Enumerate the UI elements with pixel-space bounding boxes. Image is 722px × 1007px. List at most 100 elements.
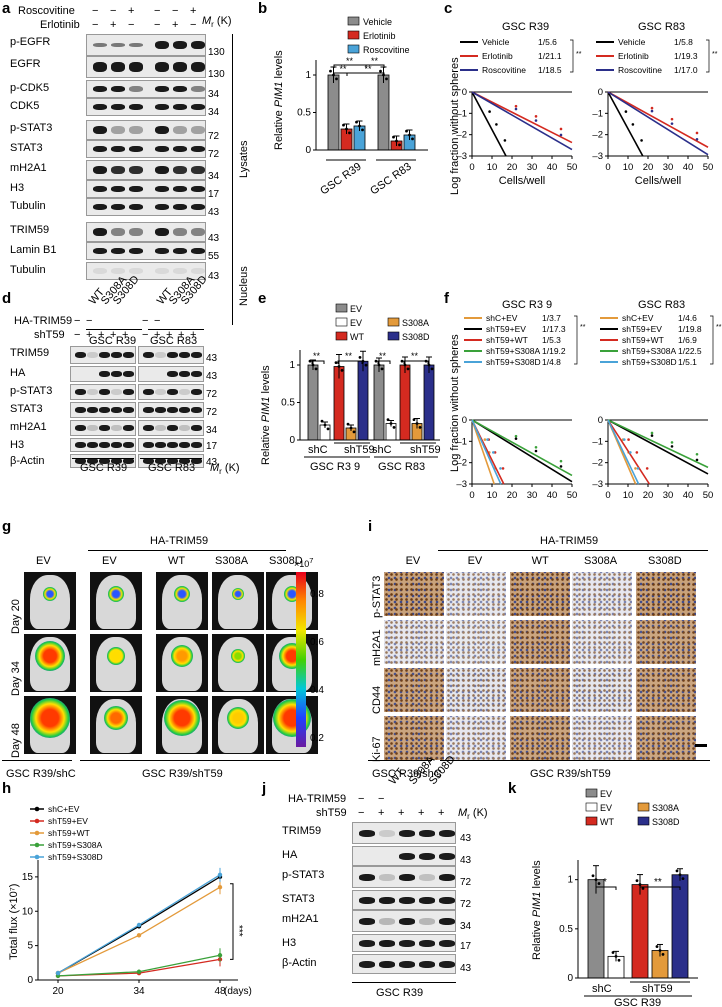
blot-band [129,268,143,274]
legend-label: shC+EV [48,804,80,814]
legend-label: shT59+S308D [622,357,677,367]
data-point [650,434,654,437]
data-point [514,437,518,440]
group-label: GSC R39/shT59 [530,768,611,780]
legend-label: EV [350,318,362,328]
mouse-body [30,575,70,629]
y-tick-label: –3 [592,479,603,490]
ha-label: HA-TRIM59 [288,793,347,805]
data-point [329,69,332,73]
blot-band [167,442,178,448]
blot-band [123,425,134,431]
legend-label: S308A [652,803,679,813]
y-tick-label: 1 [567,875,573,886]
row-label: Tubulin [10,200,46,212]
legend-label: Roscovitine [363,45,410,55]
panel-label: g [2,518,12,535]
group-line [148,329,204,330]
blot-band [179,407,190,413]
blot-strip [86,180,206,198]
data-point [650,106,654,110]
data-point [629,451,632,454]
blot-band [179,442,190,448]
blot-band [191,442,202,448]
bar [377,74,390,151]
data-point [617,958,621,962]
treatment-sign: − [190,19,197,31]
bioluminescence-signal [107,647,125,665]
mouse-image [90,634,142,692]
blot-band [191,407,202,413]
blot-band [399,917,415,925]
y-tick-label: 10 [22,906,34,917]
treatment-sign: − [92,5,99,17]
data-point [594,878,598,882]
blot-band [155,228,169,236]
ihc-image [636,668,696,712]
y-tick-label: 1 [305,70,311,81]
bar [631,884,649,979]
legend-marker [34,806,40,812]
treatment-sign: − [92,19,99,31]
x-tick-label: 50 [567,162,578,173]
group-line [440,760,710,761]
panel-label: j [262,780,267,797]
x-axis-label: (days) [224,986,252,997]
mouse-image [24,634,76,692]
data-point [430,367,434,371]
legend-label: shT59+WT [48,828,90,838]
blot-band [87,425,98,431]
blot-band [155,352,166,358]
sub-label: shT59 [642,983,673,995]
legend-swatch [637,816,650,826]
treatment-label: Erlotinib [40,19,80,31]
legend-label: shT59+EV [48,816,88,826]
data-point [678,873,682,877]
row-label: HA [282,849,298,861]
y-axis-label: Relative PIM1 levels [260,365,272,465]
blot-band [143,425,154,431]
bioluminescence-signal [231,649,245,663]
ihc-image [510,572,570,616]
blot-band [111,442,122,448]
group-line [2,760,72,761]
mw-marker: 43 [460,855,472,866]
sig-bracket [311,360,325,364]
row-label: TRIM59 [10,224,50,236]
legend-value: 1/19.8 [678,324,702,334]
mw-marker: 43 [460,963,472,974]
bar [671,874,689,979]
blot-band [93,43,107,47]
legend-swatch [585,802,598,812]
blot-strip [352,890,456,910]
legend-label: shT59+S308D [486,357,541,367]
scale-tick-label: 0.2 [310,733,324,744]
mw-marker: 34 [208,107,220,118]
mw-marker: 130 [208,47,225,58]
construct-label: − [74,315,81,327]
data-point [308,359,312,363]
blot-band [191,166,205,174]
mouse-body [218,637,258,691]
data-point [374,359,378,363]
data-point [670,117,674,121]
mw-marker: 43 [208,207,220,218]
blot-band [173,41,187,49]
data-point [358,124,361,128]
cell-line-label: GSC R39 [80,462,128,474]
blot-band [439,960,455,968]
blot-strip [86,120,206,140]
y-tick-label: –2 [456,130,467,141]
mw-marker: 72 [460,899,472,910]
blot-band [93,228,107,236]
legend-swatch [387,331,400,341]
panel-label: d [2,290,12,307]
legend-value: 1/5.8 [674,37,693,47]
x-tick-label: 10 [487,162,498,173]
ha-label: HA-TRIM59 [540,535,599,547]
blot-band [99,407,110,413]
bar [399,364,411,441]
x-tick-label: 30 [527,162,538,173]
data-point [392,426,396,429]
ha-label: HA-TRIM59 [14,315,73,327]
